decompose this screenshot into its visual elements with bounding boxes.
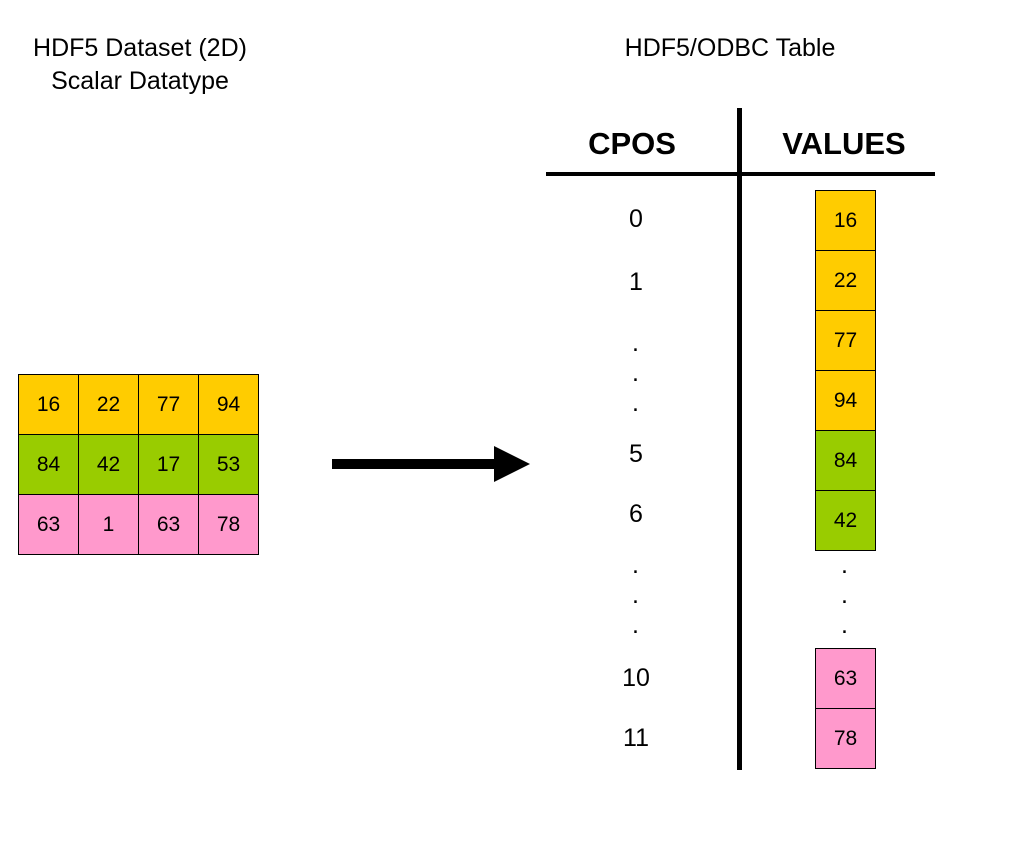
dataset-cell: 42 [79,435,139,495]
dataset-grid: 16 22 77 94 84 42 17 53 63 1 63 78 [18,374,259,555]
cpos-ellipsis-dot: . [632,551,639,579]
dataset-cell: 53 [199,435,259,495]
dataset-cell: 22 [79,375,139,435]
dataset-cell: 78 [199,495,259,555]
cpos-value: 0 [629,205,643,233]
value-cell: 94 [815,370,876,431]
value-cell: 84 [815,430,876,491]
cpos-value: 1 [629,268,643,296]
cpos-ellipsis-dot: . [632,611,639,639]
cpos-ellipsis-dot: . [632,581,639,609]
cpos-value: 11 [623,724,649,752]
dataset-cell: 17 [139,435,199,495]
dataset-title-line2: Scalar Datatype [51,67,229,95]
cpos-ellipsis-dot: . [632,329,639,357]
value-cell: 63 [815,648,876,709]
dataset-cell: 16 [19,375,79,435]
table-column-divider [737,108,742,770]
value-cell: 16 [815,190,876,251]
value-cell: 22 [815,250,876,311]
table-title: HDF5/ODBC Table [624,34,836,62]
arrow-shaft [332,459,498,469]
cpos-value: 5 [629,440,643,468]
values-ellipsis-dot: . [841,551,848,579]
cpos-value: 6 [629,500,643,528]
values-ellipsis-dot: . [841,611,848,639]
values-ellipsis-dot: . [841,581,848,609]
dataset-cell: 84 [19,435,79,495]
cpos-ellipsis-dot: . [632,389,639,417]
dataset-cell: 77 [139,375,199,435]
dataset-title-line1: HDF5 Dataset (2D) [33,34,247,62]
cpos-column-header: CPOS [588,126,676,161]
value-cell: 78 [815,708,876,769]
value-cell: 42 [815,490,876,551]
arrow-right-icon [494,446,530,482]
dataset-cell: 63 [139,495,199,555]
dataset-title: HDF5 Dataset (2D) Scalar Datatype [10,32,270,98]
dataset-cell: 94 [199,375,259,435]
cpos-value: 10 [622,664,650,692]
cpos-ellipsis-dot: . [632,359,639,387]
dataset-cell: 1 [79,495,139,555]
dataset-cell: 63 [19,495,79,555]
values-column-header: VALUES [782,126,906,161]
value-cell: 77 [815,310,876,371]
